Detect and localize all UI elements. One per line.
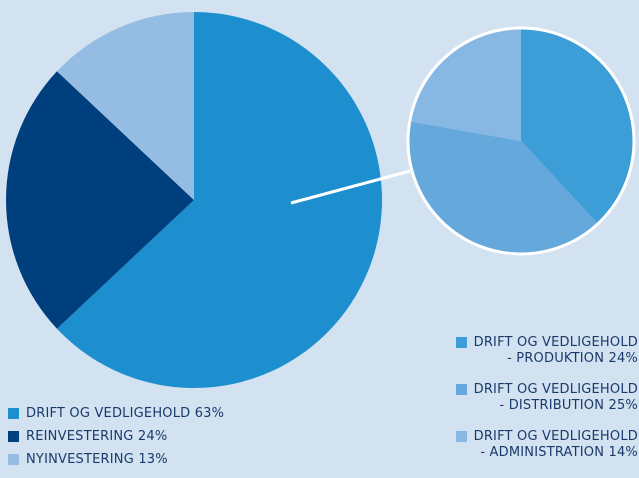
pie-slice-drift xyxy=(56,12,382,388)
legend-swatch-produktion xyxy=(455,337,467,348)
detail-slice-administration xyxy=(409,28,521,141)
legend-item-nyinvestering: NYINVESTERING 13% xyxy=(8,452,224,475)
legend-swatch-administration xyxy=(455,431,467,442)
legend-item-reinvestering: REINVESTERING 24% xyxy=(8,429,224,452)
legend-label-administration-line2: - ADMINISTRATION 14% xyxy=(480,445,638,460)
legend-label-distribution-line2: - DISTRIBUTION 25% xyxy=(499,398,638,413)
main-legend: DRIFT OG VEDLIGEHOLD 63% REINVESTERING 2… xyxy=(8,406,224,475)
legend-label-produktion-line2: - PRODUKTION 24% xyxy=(507,351,638,366)
detail-pie xyxy=(406,26,636,256)
legend-label-nyinvestering: NYINVESTERING 13% xyxy=(26,452,168,467)
legend-swatch-drift xyxy=(8,408,19,419)
legend-label-drift: DRIFT OG VEDLIGEHOLD 63% xyxy=(26,406,225,421)
legend-item-administration: DRIFT OG VEDLIGEHOLD - ADMINISTRATION 14… xyxy=(455,429,638,461)
legend-label-distribution-line1: DRIFT OG VEDLIGEHOLD xyxy=(473,382,638,397)
legend-swatch-nyinvestering xyxy=(8,454,19,465)
pie-slice-nyinvestering xyxy=(56,12,194,200)
legend-item-produktion: DRIFT OG VEDLIGEHOLD - PRODUKTION 24% xyxy=(455,335,638,367)
detail-slice-produktion xyxy=(521,28,634,224)
legend-label-reinvestering: REINVESTERING 24% xyxy=(26,429,168,444)
detail-slice-distribution xyxy=(408,121,598,254)
legend-label-produktion-line1: DRIFT OG VEDLIGEHOLD xyxy=(473,335,638,350)
legend-label-administration-line1: DRIFT OG VEDLIGEHOLD xyxy=(473,429,638,444)
detail-pie-outline xyxy=(406,26,636,256)
pie-slice-reinvestering xyxy=(5,71,194,329)
detail-legend: DRIFT OG VEDLIGEHOLD - PRODUKTION 24% DR… xyxy=(455,335,638,476)
legend-item-distribution: DRIFT OG VEDLIGEHOLD - DISTRIBUTION 25% xyxy=(455,382,638,414)
legend-swatch-distribution xyxy=(455,384,467,395)
legend-item-drift: DRIFT OG VEDLIGEHOLD 63% xyxy=(8,406,224,429)
legend-swatch-reinvestering xyxy=(8,431,19,442)
main-pie xyxy=(5,12,382,388)
connector-line xyxy=(290,169,411,205)
